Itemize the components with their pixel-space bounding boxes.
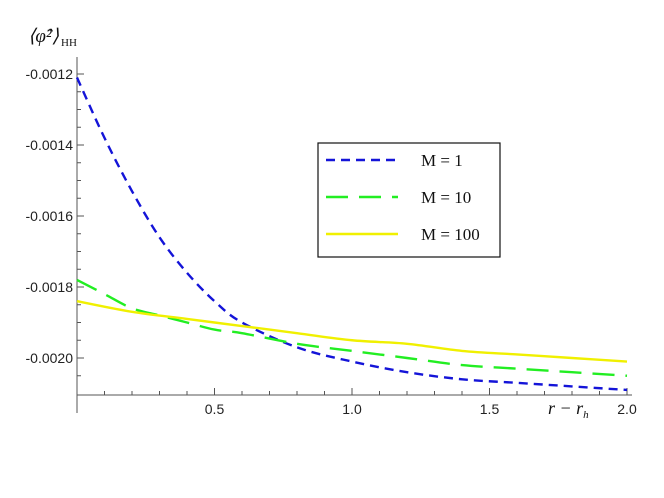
y-tick-label: -0.0016	[26, 208, 74, 224]
y-tick-label: -0.0014	[26, 137, 74, 153]
x-tick-label: 2.0	[617, 401, 637, 417]
x-ticks: 0.5 1.0 1.5 2.0	[76, 388, 637, 417]
legend: M = 1 M = 10 M = 100	[317, 142, 501, 258]
y-tick-label: -0.0018	[26, 279, 74, 295]
x-axis-label: r − rh	[548, 398, 589, 421]
legend-label-3: M = 100	[421, 225, 480, 244]
y-tick-label: -0.0012	[26, 66, 74, 82]
x-axis-label-main: r − r	[548, 398, 584, 418]
y-ticks: -0.0012 -0.0014 -0.0016 -0.0018 -0.0020	[26, 66, 84, 377]
y-axis-label-subscript: HH	[61, 37, 77, 49]
x-axis-label-subscript: h	[583, 409, 589, 421]
x-tick-label: 1.0	[342, 401, 362, 417]
legend-items: M = 1 M = 10 M = 100	[326, 151, 480, 244]
series-lines	[75, 77, 628, 392]
legend-label-1: M = 1	[421, 151, 463, 170]
series-line-2	[76, 278, 628, 377]
x-tick-label: 1.5	[480, 401, 500, 417]
series-line-3	[76, 300, 628, 363]
y-tick-label: -0.0020	[26, 350, 74, 366]
series-line-1	[75, 77, 628, 392]
y-axis-label-main: ⟨φ̂²⟩	[28, 26, 60, 47]
y-axis-label: ⟨φ̂²⟩ HH	[28, 26, 77, 49]
legend-label-2: M = 10	[421, 188, 471, 207]
legend-box	[317, 142, 501, 258]
x-tick-label: 0.5	[205, 401, 225, 417]
